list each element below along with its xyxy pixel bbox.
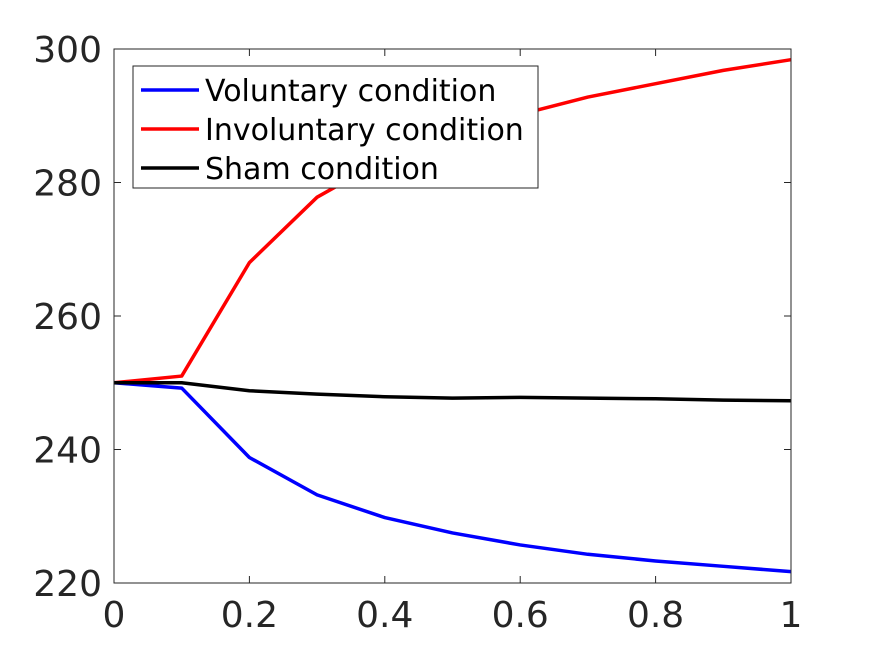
legend: Voluntary condition Involuntary condition… <box>132 65 539 189</box>
legend-box <box>132 65 539 189</box>
legend-label: Involuntary condition <box>205 113 524 148</box>
y-tick-label: 240 <box>33 431 102 472</box>
x-tick-label: 0.4 <box>356 595 413 636</box>
legend-label: Voluntary condition <box>205 74 496 109</box>
y-tick-label: 220 <box>33 564 102 605</box>
legend-label: Sham condition <box>205 152 439 187</box>
series-line-3 <box>114 381 792 403</box>
y-tick-label: 300 <box>33 30 102 71</box>
x-tick-label: 1 <box>780 595 803 636</box>
y-tick-label: 280 <box>33 164 102 205</box>
x-tick-label: 0.8 <box>627 595 684 636</box>
x-tick-label: 0.2 <box>221 595 278 636</box>
y-tick-label: 260 <box>33 297 102 338</box>
series-line-1 <box>113 381 792 574</box>
x-tick-label: 0 <box>103 595 126 636</box>
axes-layer: 0 0.2 0.4 0.6 0.8 1 220 240 260 280 300 <box>33 30 802 636</box>
x-tick-label: 0.6 <box>492 595 549 636</box>
